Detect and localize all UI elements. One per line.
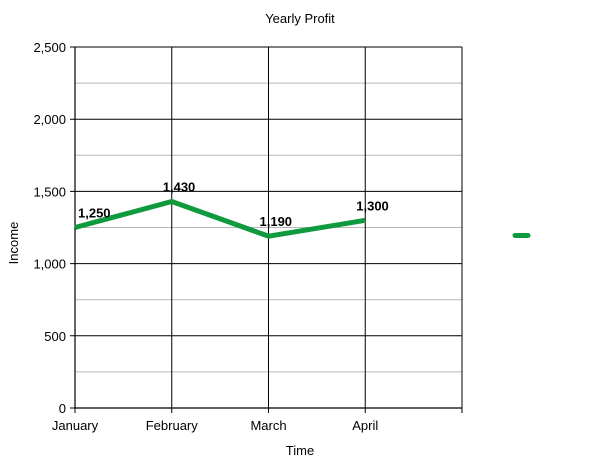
y-tick-label: 500 xyxy=(44,329,66,344)
data-label: 1,300 xyxy=(356,198,389,213)
data-label: 1,430 xyxy=(163,180,196,195)
chart-title: Yearly Profit xyxy=(265,11,335,26)
x-tick-label: March xyxy=(250,418,286,433)
x-axis-title: Time xyxy=(286,443,314,458)
y-tick-label: 0 xyxy=(59,401,66,416)
x-tick-label: January xyxy=(52,418,99,433)
y-tick-label: 1,000 xyxy=(33,257,66,272)
y-axis-title: Income xyxy=(6,222,21,265)
y-tick-label: 2,500 xyxy=(33,40,66,55)
x-tick-label: February xyxy=(146,418,199,433)
series-line xyxy=(74,198,366,239)
data-labels: 1,250 1,430 1,190 1,300 xyxy=(78,180,389,230)
x-tick-label: April xyxy=(352,418,378,433)
y-tick-label: 1,500 xyxy=(33,184,66,199)
data-label: 1,190 xyxy=(260,214,293,229)
tick-labels: 0 500 1,000 1,500 2,000 2,500 January February M… xyxy=(33,40,378,433)
gridlines xyxy=(70,46,463,413)
y-tick-label: 2,000 xyxy=(33,112,66,127)
series-lines xyxy=(74,198,366,239)
data-label: 1,250 xyxy=(78,206,111,221)
